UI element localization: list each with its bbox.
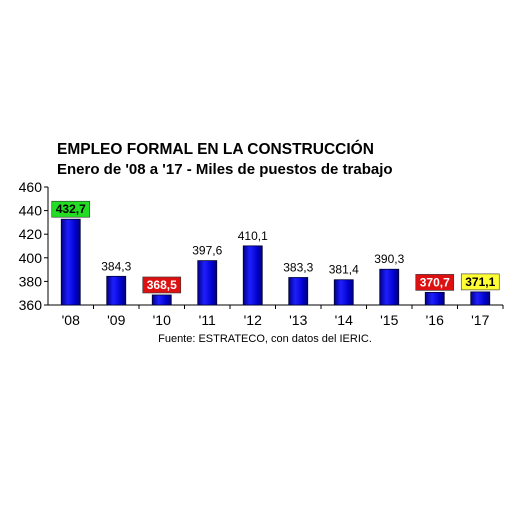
value-label-highlight <box>460 273 500 291</box>
x-tick-label: '11 <box>199 312 216 328</box>
value-label-highlight <box>142 276 182 294</box>
value-label: 390,3 <box>374 252 404 266</box>
bar-2 <box>151 294 172 306</box>
value-label: 381,4 <box>329 263 359 277</box>
value-label: 371,1 <box>465 275 495 289</box>
x-tick-label: '15 <box>380 312 398 328</box>
y-tick-label: 400 <box>19 250 43 266</box>
x-tick-label: '12 <box>244 312 262 328</box>
value-label: 397,6 <box>192 244 222 258</box>
value-label: 370,7 <box>420 275 450 289</box>
y-tick-label: 360 <box>19 297 43 313</box>
bar-9 <box>470 291 491 306</box>
x-tick-label: '10 <box>153 312 171 328</box>
x-tick-label: '09 <box>107 312 125 328</box>
bar-8 <box>424 291 445 306</box>
chart-title: EMPLEO FORMAL EN LA CONSTRUCCIÓN <box>57 141 374 158</box>
bar-0 <box>60 218 81 306</box>
bar-5 <box>288 277 309 306</box>
bar-4 <box>242 245 263 306</box>
value-label-highlight <box>415 274 455 291</box>
bar-7 <box>379 268 400 306</box>
value-label: 368,5 <box>147 278 177 292</box>
bar-3 <box>197 260 218 306</box>
value-label: 432,7 <box>56 202 86 216</box>
chart-subtitle: Enero de '08 a '17 - Miles de puestos de… <box>57 161 393 178</box>
x-tick-label: '16 <box>426 312 444 328</box>
x-tick-label: '17 <box>471 312 489 328</box>
value-label: 383,3 <box>283 261 313 275</box>
value-label-highlight <box>51 200 91 218</box>
x-tick-label: '13 <box>289 312 307 328</box>
y-tick-label: 460 <box>19 179 43 195</box>
bar-6 <box>333 279 354 306</box>
y-tick-label: 440 <box>19 203 43 219</box>
y-tick-label: 380 <box>19 273 43 289</box>
value-label: 410,1 <box>238 229 268 243</box>
value-label: 384,3 <box>101 259 131 273</box>
y-tick-label: 420 <box>19 226 43 242</box>
bar-1 <box>106 275 127 306</box>
x-tick-label: '14 <box>335 312 353 328</box>
x-tick-label: '08 <box>62 312 80 328</box>
chart-source: Fuente: ESTRATECO, con datos del IERIC. <box>158 333 372 345</box>
